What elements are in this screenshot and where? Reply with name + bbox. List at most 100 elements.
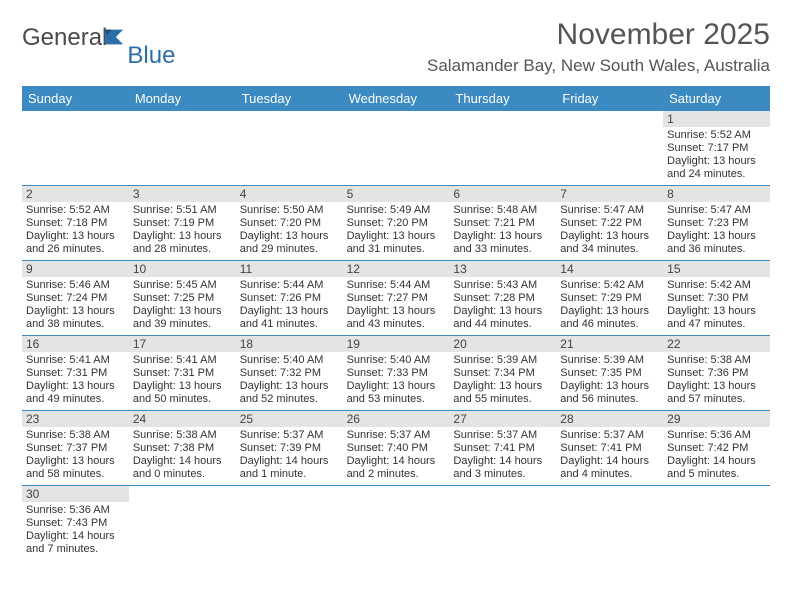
daylight-line: Daylight: 13 hours and 39 minutes. (133, 305, 232, 331)
dow-row: SundayMondayTuesdayWednesdayThursdayFrid… (22, 86, 770, 111)
day-cell: 3Sunrise: 5:51 AMSunset: 7:19 PMDaylight… (129, 186, 236, 260)
day-number: 4 (236, 186, 343, 202)
sunset-line: Sunset: 7:24 PM (26, 292, 125, 305)
sunrise-line: Sunrise: 5:38 AM (26, 429, 125, 442)
sunset-line: Sunset: 7:22 PM (560, 217, 659, 230)
daylight-line: Daylight: 13 hours and 53 minutes. (347, 380, 446, 406)
daylight-line: Daylight: 13 hours and 24 minutes. (667, 155, 766, 181)
calendar: SundayMondayTuesdayWednesdayThursdayFrid… (22, 86, 770, 560)
sunset-line: Sunset: 7:34 PM (453, 367, 552, 380)
sunset-line: Sunset: 7:20 PM (240, 217, 339, 230)
day-number: 20 (449, 336, 556, 352)
daylight-line: Daylight: 13 hours and 58 minutes. (26, 455, 125, 481)
empty-cell (236, 111, 343, 185)
daylight-line: Daylight: 14 hours and 2 minutes. (347, 455, 446, 481)
daylight-line: Daylight: 13 hours and 36 minutes. (667, 230, 766, 256)
daylight-line: Daylight: 13 hours and 50 minutes. (133, 380, 232, 406)
day-cell: 13Sunrise: 5:43 AMSunset: 7:28 PMDayligh… (449, 261, 556, 335)
sunset-line: Sunset: 7:39 PM (240, 442, 339, 455)
daylight-line: Daylight: 13 hours and 29 minutes. (240, 230, 339, 256)
logo: General Blue (22, 18, 181, 52)
sunset-line: Sunset: 7:33 PM (347, 367, 446, 380)
day-cell: 20Sunrise: 5:39 AMSunset: 7:34 PMDayligh… (449, 336, 556, 410)
day-cell: 8 Sunrise: 5:47 AMSunset: 7:23 PMDaylight… (663, 186, 770, 260)
day-number: 21 (556, 336, 663, 352)
day-number: 12 (343, 261, 450, 277)
day-number: 8 (663, 186, 770, 202)
sunrise-line: Sunrise: 5:38 AM (667, 354, 766, 367)
daylight-line: Daylight: 13 hours and 44 minutes. (453, 305, 552, 331)
daylight-line: Daylight: 13 hours and 33 minutes. (453, 230, 552, 256)
sunrise-line: Sunrise: 5:46 AM (26, 279, 125, 292)
daylight-line: Daylight: 13 hours and 46 minutes. (560, 305, 659, 331)
empty-cell (129, 111, 236, 185)
day-cell: 24Sunrise: 5:38 AMSunset: 7:38 PMDayligh… (129, 411, 236, 485)
day-cell: 9Sunrise: 5:46 AMSunset: 7:24 PMDaylight… (22, 261, 129, 335)
day-cell: 22Sunrise: 5:38 AMSunset: 7:36 PMDayligh… (663, 336, 770, 410)
sunset-line: Sunset: 7:29 PM (560, 292, 659, 305)
week-row: 2Sunrise: 5:52 AMSunset: 7:18 PMDaylight… (22, 186, 770, 261)
dow-wednesday: Wednesday (343, 86, 450, 111)
flag-icon (103, 26, 125, 48)
sunset-line: Sunset: 7:19 PM (133, 217, 232, 230)
day-number: 16 (22, 336, 129, 352)
sunset-line: Sunset: 7:30 PM (667, 292, 766, 305)
sunrise-line: Sunrise: 5:37 AM (240, 429, 339, 442)
dow-tuesday: Tuesday (236, 86, 343, 111)
week-row: 30Sunrise: 5:36 AMSunset: 7:43 PMDayligh… (22, 486, 770, 560)
day-number: 17 (129, 336, 236, 352)
sunrise-line: Sunrise: 5:49 AM (347, 204, 446, 217)
weeks-container: 1Sunrise: 5:52 AMSunset: 7:17 PMDaylight… (22, 111, 770, 560)
week-row: 1Sunrise: 5:52 AMSunset: 7:17 PMDaylight… (22, 111, 770, 186)
daylight-line: Daylight: 13 hours and 41 minutes. (240, 305, 339, 331)
daylight-line: Daylight: 13 hours and 49 minutes. (26, 380, 125, 406)
day-cell: 28Sunrise: 5:37 AMSunset: 7:41 PMDayligh… (556, 411, 663, 485)
sunrise-line: Sunrise: 5:47 AM (667, 204, 766, 217)
sunrise-line: Sunrise: 5:41 AM (26, 354, 125, 367)
daylight-line: Daylight: 14 hours and 4 minutes. (560, 455, 659, 481)
empty-cell (449, 111, 556, 185)
day-number: 29 (663, 411, 770, 427)
daylight-line: Daylight: 13 hours and 26 minutes. (26, 230, 125, 256)
day-cell: 6Sunrise: 5:48 AMSunset: 7:21 PMDaylight… (449, 186, 556, 260)
sunrise-line: Sunrise: 5:45 AM (133, 279, 232, 292)
sunset-line: Sunset: 7:32 PM (240, 367, 339, 380)
day-number: 2 (22, 186, 129, 202)
sunset-line: Sunset: 7:20 PM (347, 217, 446, 230)
sunrise-line: Sunrise: 5:40 AM (347, 354, 446, 367)
daylight-line: Daylight: 14 hours and 3 minutes. (453, 455, 552, 481)
sunrise-line: Sunrise: 5:36 AM (26, 504, 125, 517)
sunset-line: Sunset: 7:23 PM (667, 217, 766, 230)
sunset-line: Sunset: 7:41 PM (560, 442, 659, 455)
day-number: 10 (129, 261, 236, 277)
sunrise-line: Sunrise: 5:47 AM (560, 204, 659, 217)
daylight-line: Daylight: 13 hours and 56 minutes. (560, 380, 659, 406)
day-cell: 4Sunrise: 5:50 AMSunset: 7:20 PMDaylight… (236, 186, 343, 260)
day-number: 23 (22, 411, 129, 427)
sunrise-line: Sunrise: 5:42 AM (667, 279, 766, 292)
day-number: 3 (129, 186, 236, 202)
day-number: 11 (236, 261, 343, 277)
daylight-line: Daylight: 14 hours and 1 minute. (240, 455, 339, 481)
sunrise-line: Sunrise: 5:44 AM (240, 279, 339, 292)
logo-text-1: General (22, 24, 107, 52)
day-cell: 27Sunrise: 5:37 AMSunset: 7:41 PMDayligh… (449, 411, 556, 485)
sunrise-line: Sunrise: 5:37 AM (560, 429, 659, 442)
sunrise-line: Sunrise: 5:36 AM (667, 429, 766, 442)
daylight-line: Daylight: 13 hours and 31 minutes. (347, 230, 446, 256)
empty-cell (22, 111, 129, 185)
sunrise-line: Sunrise: 5:39 AM (560, 354, 659, 367)
sunset-line: Sunset: 7:28 PM (453, 292, 552, 305)
dow-saturday: Saturday (663, 86, 770, 111)
empty-cell (343, 486, 450, 560)
day-number: 15 (663, 261, 770, 277)
day-cell: 23Sunrise: 5:38 AMSunset: 7:37 PMDayligh… (22, 411, 129, 485)
empty-cell (556, 111, 663, 185)
day-number: 1 (663, 111, 770, 127)
day-cell: 16Sunrise: 5:41 AMSunset: 7:31 PMDayligh… (22, 336, 129, 410)
day-cell: 7Sunrise: 5:47 AMSunset: 7:22 PMDaylight… (556, 186, 663, 260)
day-cell: 10 Sunrise: 5:45 AMSunset: 7:25 PMDayligh… (129, 261, 236, 335)
sunrise-line: Sunrise: 5:48 AM (453, 204, 552, 217)
sunset-line: Sunset: 7:25 PM (133, 292, 232, 305)
day-cell: 17Sunrise: 5:41 AMSunset: 7:31 PMDayligh… (129, 336, 236, 410)
